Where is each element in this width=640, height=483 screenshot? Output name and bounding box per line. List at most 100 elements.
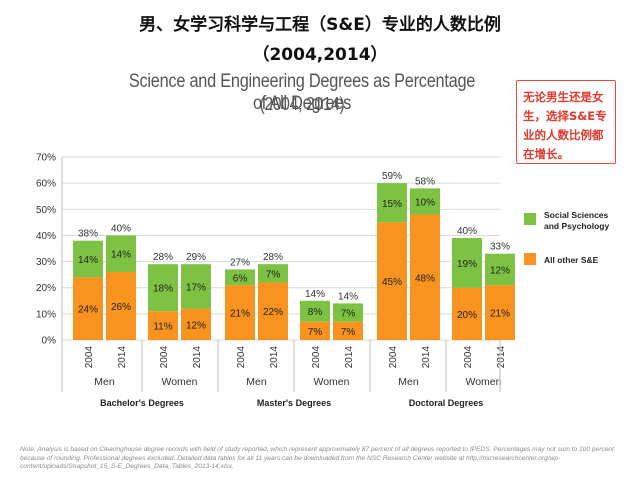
bar-label-all-other: 7% (341, 327, 356, 338)
bar-label-social-sciences: 6% (233, 273, 248, 284)
bar-segment-all-other (106, 272, 136, 340)
x-subgroup-label: Women (466, 376, 502, 388)
bar-segment-social-sciences (377, 183, 407, 223)
x-subgroup-label: Men (398, 376, 419, 388)
x-group-label: Doctoral Degrees (409, 398, 484, 408)
x-tick-year-label: 2004 (159, 346, 170, 369)
bar-segment-all-other (300, 321, 330, 340)
x-tick-year-label: 2004 (311, 346, 322, 369)
bar-segment-social-sciences (333, 303, 363, 322)
bar-total-label: 28% (153, 252, 173, 263)
bar-segment-social-sciences (148, 264, 178, 312)
bar-segment-social-sciences (485, 253, 515, 286)
x-tick-year-label: 2004 (236, 346, 247, 369)
bar-label-all-other: 11% (153, 322, 172, 333)
bar-label-all-other: 22% (263, 307, 283, 318)
bar-segment-social-sciences (258, 264, 288, 283)
bar-segment-social-sciences (410, 188, 440, 215)
x-group-label: Master's Degrees (257, 398, 331, 408)
annotation-callout-text: 无论男生还是女生，选择S&E专业的人数比例都在增长。 (523, 90, 607, 161)
bar-label-all-other: 45% (382, 277, 402, 288)
bar-segment-all-other (181, 308, 211, 340)
bar-label-social-sciences: 14% (78, 255, 98, 266)
bar-label-all-other: 21% (230, 309, 250, 320)
bar-label-all-other: 48% (415, 273, 435, 284)
bar-label-social-sciences: 17% (186, 282, 206, 293)
bar-label-social-sciences: 18% (153, 284, 173, 295)
bar-segment-all-other (73, 277, 103, 340)
bar-label-all-other: 12% (186, 320, 206, 331)
bar-label-social-sciences: 15% (382, 199, 402, 210)
bar-total-label: 28% (263, 252, 283, 263)
y-tick-label: 10% (36, 309, 56, 320)
bar-total-label: 58% (415, 176, 435, 187)
bar-label-all-other: 7% (308, 327, 323, 338)
bar-total-label: 59% (382, 171, 402, 182)
legend-label: All other S&E (544, 255, 599, 265)
footnote: Note: Analysis is based on Clearinghouse… (20, 446, 614, 471)
bar-segment-all-other (452, 287, 482, 340)
x-tick-year-label: 2014 (117, 346, 128, 369)
bar-total-label: 40% (111, 223, 131, 234)
bar-total-label: 40% (457, 226, 477, 237)
y-tick-label: 0% (42, 336, 57, 347)
bar-segment-social-sciences (452, 238, 482, 288)
bar-label-social-sciences: 7% (341, 309, 356, 320)
bar-segment-all-other (333, 321, 363, 340)
legend-swatch (524, 213, 536, 225)
y-tick-label: 50% (36, 205, 56, 216)
bar-segment-all-other (225, 285, 255, 340)
x-tick-year-label: 2014 (344, 346, 355, 369)
bar-segment-social-sciences (225, 269, 255, 286)
bar-segment-social-sciences (300, 300, 330, 322)
x-subgroup-label: Women (314, 376, 350, 388)
bar-total-label: 38% (78, 229, 98, 240)
bar-segment-all-other (485, 285, 515, 340)
x-tick-year-label: 2004 (84, 346, 95, 369)
bar-segment-all-other (377, 222, 407, 340)
x-tick-year-label: 2014 (269, 346, 280, 369)
bar-label-all-other: 21% (490, 309, 510, 320)
bar-segment-all-other (258, 282, 288, 340)
bar-label-social-sciences: 8% (308, 307, 323, 318)
x-tick-year-label: 2004 (463, 346, 474, 369)
chart-subtitle: (2004, 2014) (259, 94, 345, 114)
bar-segment-social-sciences (181, 264, 211, 309)
bar-total-label: 33% (490, 242, 510, 253)
bar-segment-social-sciences (73, 240, 103, 278)
bar-label-social-sciences: 14% (111, 250, 131, 261)
bar-total-label: 27% (230, 257, 250, 268)
bar-total-label: 14% (305, 289, 325, 300)
chart-title: Science and Engineering Degrees as Perce… (128, 71, 476, 114)
annotation-callout: 无论男生还是女生，选择S&E专业的人数比例都在增长。 (516, 80, 616, 164)
legend-label: Social Sciences (544, 210, 609, 220)
bar-label-all-other: 26% (111, 302, 131, 313)
chinese-title-line2: （2004,2014） (252, 45, 388, 65)
bar-segment-social-sciences (106, 235, 136, 273)
y-tick-label: 60% (36, 179, 56, 190)
stacked-bar-chart: 0% 10% 20% 30% 40% 50% 60% 70% 24% 14% 38% 2004 26% 1… (36, 153, 609, 409)
bar-label-all-other: 20% (457, 310, 477, 321)
x-subgroup-label: Men (94, 376, 115, 388)
bar-label-social-sciences: 19% (457, 259, 477, 270)
x-tick-year-label: 2014 (421, 346, 432, 369)
bar-total-label: 29% (186, 252, 206, 263)
y-tick-label: 30% (36, 257, 56, 268)
bar-label-all-other: 24% (78, 305, 98, 316)
y-tick-label: 70% (36, 153, 56, 164)
bar-label-social-sciences: 7% (266, 269, 281, 280)
legend-label: and Psychology (544, 221, 609, 231)
legend-swatch (524, 253, 536, 265)
x-tick-year-label: 2014 (496, 346, 507, 369)
bar-label-social-sciences: 10% (415, 197, 435, 208)
bar-segment-all-other (410, 214, 440, 340)
x-subgroup-label: Women (162, 376, 198, 388)
bar-label-social-sciences: 12% (490, 265, 510, 276)
x-group-label: Bachelor's Degrees (100, 398, 184, 408)
y-tick-label: 20% (36, 283, 56, 294)
chinese-title-line1: 男、女学习科学与工程（S&E）专业的人数比例 (139, 15, 501, 35)
x-subgroup-label: Men (246, 376, 267, 388)
x-tick-year-label: 2004 (388, 346, 399, 369)
x-tick-year-label: 2014 (192, 346, 203, 369)
bar-total-label: 14% (338, 291, 358, 302)
